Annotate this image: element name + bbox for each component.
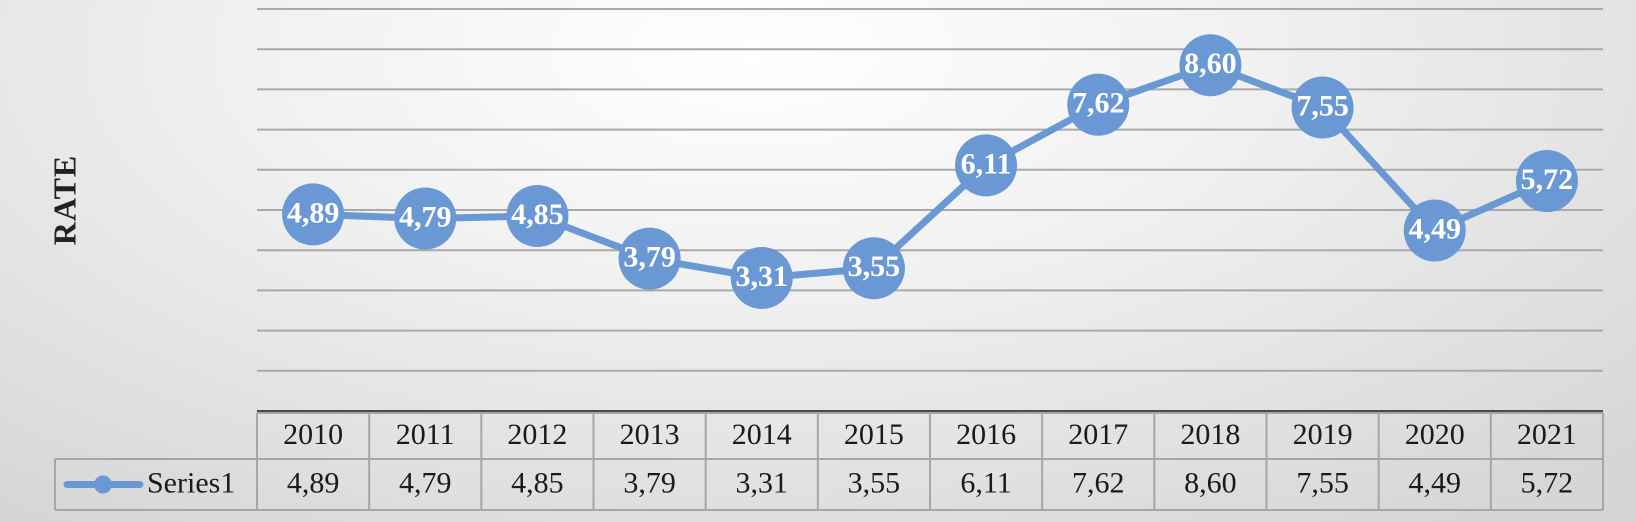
data-label: 8,60 bbox=[1184, 47, 1237, 80]
data-label: 3,55 bbox=[848, 250, 901, 283]
data-point-marker bbox=[955, 134, 1018, 197]
x-tick-label: 2011 bbox=[396, 418, 455, 451]
table-value-cell: 3,31 bbox=[736, 466, 789, 499]
data-point-marker bbox=[730, 246, 793, 309]
x-tick-label: 2016 bbox=[956, 418, 1016, 451]
table-value-cell: 4,89 bbox=[287, 466, 340, 499]
data-point-marker bbox=[1179, 34, 1242, 97]
data-point-marker bbox=[1515, 150, 1578, 213]
data-point-marker bbox=[1291, 76, 1354, 139]
table-value-cell: 6,11 bbox=[960, 466, 1011, 499]
x-tick-label: 2018 bbox=[1180, 418, 1240, 451]
table-value-cell: 8,60 bbox=[1184, 466, 1237, 499]
data-label: 4,49 bbox=[1409, 212, 1462, 245]
table-value-cell: 7,55 bbox=[1296, 466, 1349, 499]
legend-marker-swatch bbox=[94, 475, 112, 494]
table-value-cell: 4,79 bbox=[399, 466, 452, 499]
table-value-cell: 5,72 bbox=[1521, 466, 1574, 499]
data-label: 4,79 bbox=[399, 200, 452, 233]
table-value-cell: 4,85 bbox=[511, 466, 564, 499]
x-tick-label: 2013 bbox=[620, 418, 680, 451]
data-label: 3,31 bbox=[736, 260, 789, 293]
data-label: 4,85 bbox=[511, 198, 564, 231]
data-point-marker bbox=[506, 185, 569, 248]
x-tick-label: 2010 bbox=[283, 418, 343, 451]
y-axis-title: RATE bbox=[46, 155, 82, 246]
data-label: 6,11 bbox=[961, 147, 1012, 180]
x-tick-label: 2020 bbox=[1405, 418, 1465, 451]
data-point-marker bbox=[618, 227, 681, 290]
table-value-cell: 4,49 bbox=[1409, 466, 1462, 499]
data-label: 7,62 bbox=[1072, 87, 1125, 120]
table-value-cell: 3,55 bbox=[848, 466, 901, 499]
data-point-marker bbox=[282, 183, 345, 246]
data-label: 5,72 bbox=[1521, 163, 1574, 196]
data-point-marker bbox=[1403, 199, 1466, 262]
data-point-marker bbox=[394, 187, 457, 250]
table-value-cell: 7,62 bbox=[1072, 466, 1125, 499]
data-point-marker bbox=[842, 237, 905, 300]
x-tick-label: 2017 bbox=[1068, 418, 1128, 451]
x-tick-label: 2015 bbox=[844, 418, 904, 451]
data-label: 3,79 bbox=[623, 241, 676, 274]
x-tick-label: 2014 bbox=[732, 418, 792, 451]
x-tick-label: 2019 bbox=[1293, 418, 1353, 451]
series-line bbox=[309, 61, 1551, 282]
data-label: 4,89 bbox=[287, 196, 340, 229]
x-tick-label: 2021 bbox=[1517, 418, 1577, 451]
data-point-marker bbox=[1067, 73, 1130, 136]
x-tick-label: 2012 bbox=[507, 418, 567, 451]
table-value-cell: 3,79 bbox=[623, 466, 676, 499]
data-label: 7,55 bbox=[1296, 89, 1349, 122]
legend-series-name: Series1 bbox=[147, 466, 235, 499]
